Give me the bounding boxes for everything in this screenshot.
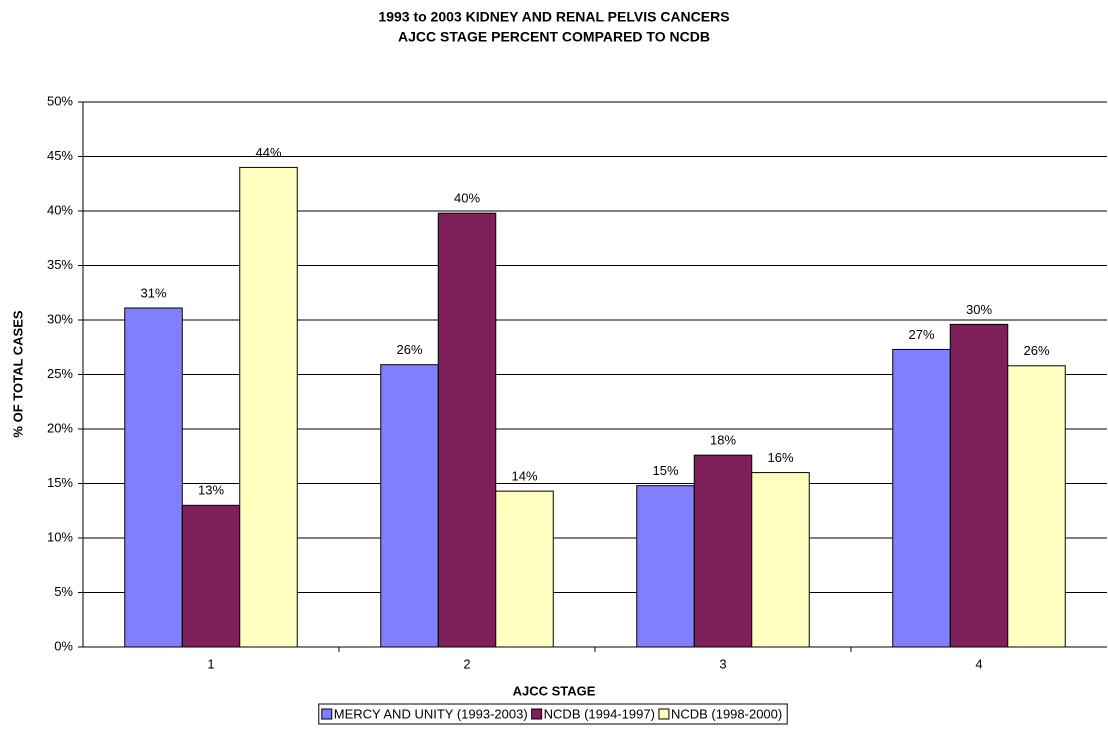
data-label: 26% bbox=[396, 342, 422, 357]
legend-label: NCDB (1994-1997) bbox=[544, 706, 655, 721]
y-tick-label: 0% bbox=[54, 638, 73, 653]
legend-label: NCDB (1998-2000) bbox=[671, 706, 782, 721]
data-label: 14% bbox=[511, 469, 537, 484]
y-tick-label: 10% bbox=[47, 529, 73, 544]
y-tick-label: 35% bbox=[47, 257, 73, 272]
bar bbox=[380, 364, 439, 648]
data-label: 15% bbox=[652, 463, 678, 478]
legend bbox=[318, 703, 788, 725]
x-tick-label: 4 bbox=[975, 656, 982, 671]
y-tick-label: 5% bbox=[54, 584, 73, 599]
data-label: 30% bbox=[966, 302, 992, 317]
y-axis-label: % OF TOTAL CASES bbox=[10, 310, 25, 437]
x-tick-label: 2 bbox=[463, 656, 470, 671]
bar bbox=[892, 348, 951, 648]
data-label: 27% bbox=[908, 327, 934, 342]
x-tick-label: 1 bbox=[207, 656, 214, 671]
bar bbox=[437, 212, 497, 648]
chart-title: AJCC STAGE PERCENT COMPARED TO NCDB bbox=[398, 29, 710, 45]
legend-swatch bbox=[531, 708, 543, 720]
data-label: 13% bbox=[198, 483, 224, 498]
y-tick-label: 15% bbox=[47, 475, 73, 490]
bar bbox=[124, 307, 183, 648]
data-label: 40% bbox=[454, 191, 480, 206]
chart-title: 1993 to 2003 KIDNEY AND RENAL PELVIS CAN… bbox=[378, 9, 729, 25]
bar bbox=[693, 454, 753, 648]
data-label: 31% bbox=[140, 285, 166, 300]
y-tick-label: 20% bbox=[47, 420, 73, 435]
y-tick-label: 25% bbox=[47, 366, 73, 381]
data-label: 18% bbox=[710, 433, 736, 448]
bar bbox=[239, 166, 298, 648]
data-label: 26% bbox=[1023, 343, 1049, 358]
bar bbox=[1007, 365, 1066, 648]
bar bbox=[949, 323, 1009, 648]
bar bbox=[751, 472, 810, 648]
x-axis-label: AJCC STAGE bbox=[513, 683, 596, 698]
y-tick-label: 40% bbox=[47, 202, 73, 217]
legend-label: MERCY AND UNITY (1993-2003) bbox=[334, 706, 528, 721]
bar bbox=[636, 485, 695, 648]
bar bbox=[181, 504, 241, 648]
data-label: 16% bbox=[767, 450, 793, 465]
y-tick-label: 45% bbox=[47, 148, 73, 163]
legend-swatch bbox=[658, 708, 670, 720]
x-tick-label: 3 bbox=[719, 656, 726, 671]
legend-swatch bbox=[321, 708, 333, 720]
y-tick-label: 30% bbox=[47, 311, 73, 326]
data-label: 44% bbox=[255, 145, 281, 160]
y-tick-label: 50% bbox=[47, 93, 73, 108]
bar bbox=[495, 490, 554, 648]
